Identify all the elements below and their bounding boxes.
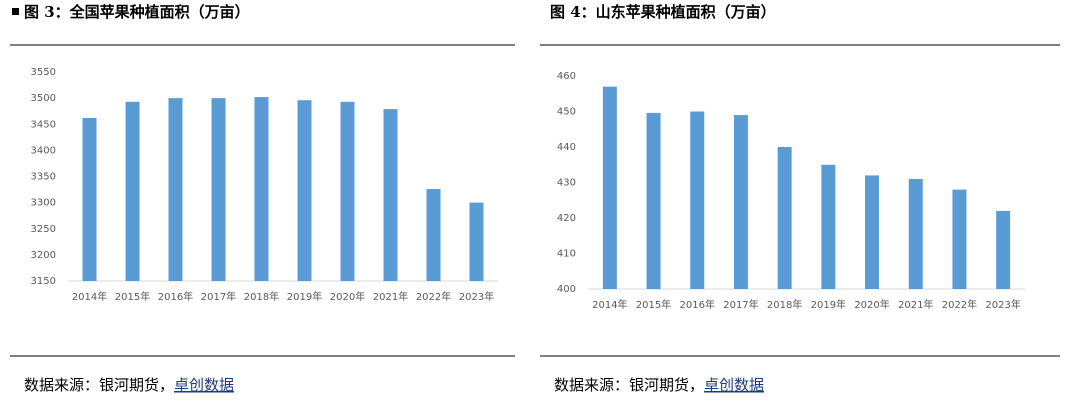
x-tick-label: 2020年 bbox=[854, 298, 889, 311]
x-tick-label: 2014年 bbox=[592, 298, 627, 311]
source-text: 数据来源：银河期货， bbox=[554, 376, 704, 394]
bar bbox=[426, 189, 441, 281]
y-tick-label: 410 bbox=[557, 249, 576, 260]
x-tick-label: 2021年 bbox=[373, 290, 408, 303]
y-tick-label: 3350 bbox=[31, 172, 56, 183]
y-tick-label: 3300 bbox=[31, 198, 56, 209]
bar bbox=[383, 109, 398, 281]
bar bbox=[168, 98, 183, 281]
x-tick-label: 2015年 bbox=[115, 290, 150, 303]
y-tick-label: 420 bbox=[557, 213, 576, 224]
title-marker bbox=[12, 8, 19, 15]
source: 数据来源：银河期货，卓创数据 bbox=[24, 376, 234, 394]
y-tick-label: 3500 bbox=[31, 93, 56, 104]
x-tick-label: 2019年 bbox=[811, 298, 846, 311]
x-tick-label: 2023年 bbox=[459, 290, 494, 303]
y-tick-label: 440 bbox=[557, 142, 576, 153]
x-tick-label: 2016年 bbox=[158, 290, 193, 303]
bar bbox=[908, 178, 923, 289]
y-tick-label: 430 bbox=[557, 178, 576, 189]
bar bbox=[952, 189, 967, 289]
chart-title: 图 4：山东苹果种植面积（万亩） bbox=[550, 3, 776, 21]
x-tick-label: 2016年 bbox=[680, 298, 715, 311]
source-text: 数据来源：银河期货， bbox=[24, 376, 174, 394]
x-tick-label: 2022年 bbox=[416, 290, 451, 303]
bar bbox=[690, 111, 705, 289]
source-link: 卓创数据 bbox=[174, 376, 234, 394]
x-tick-label: 2017年 bbox=[201, 290, 236, 303]
y-tick-label: 3400 bbox=[31, 145, 56, 156]
x-tick-label: 2018年 bbox=[767, 298, 802, 311]
bar bbox=[82, 117, 97, 281]
y-tick-label: 3450 bbox=[31, 119, 56, 130]
bar bbox=[469, 202, 484, 281]
x-tick-label: 2021年 bbox=[898, 298, 933, 311]
y-tick-label: 460 bbox=[557, 71, 576, 82]
bar bbox=[777, 147, 792, 289]
y-tick-label: 400 bbox=[557, 284, 576, 295]
y-tick-label: 3550 bbox=[31, 67, 56, 78]
bar bbox=[865, 175, 880, 289]
bar bbox=[340, 101, 355, 281]
y-tick-label: 3200 bbox=[31, 250, 56, 261]
bar bbox=[733, 115, 748, 289]
x-tick-label: 2017年 bbox=[723, 298, 758, 311]
bar bbox=[254, 97, 269, 281]
bar bbox=[821, 164, 836, 289]
bar bbox=[297, 100, 312, 281]
bar bbox=[602, 86, 617, 290]
x-tick-label: 2023年 bbox=[985, 298, 1020, 311]
bar bbox=[996, 210, 1011, 289]
x-tick-label: 2014年 bbox=[72, 290, 107, 303]
bar bbox=[211, 98, 226, 281]
x-tick-label: 2020年 bbox=[330, 290, 365, 303]
y-tick-label: 3150 bbox=[31, 276, 56, 287]
y-tick-label: 450 bbox=[557, 107, 576, 118]
source-link: 卓创数据 bbox=[704, 376, 764, 394]
x-tick-label: 2015年 bbox=[636, 298, 671, 311]
x-tick-label: 2018年 bbox=[244, 290, 279, 303]
x-tick-label: 2019年 bbox=[287, 290, 322, 303]
source: 数据来源：银河期货，卓创数据 bbox=[554, 376, 764, 394]
bar bbox=[646, 112, 661, 289]
x-tick-label: 2022年 bbox=[942, 298, 977, 311]
bar bbox=[125, 101, 140, 281]
chart-title: 图 3：全国苹果种植面积（万亩） bbox=[24, 3, 250, 21]
y-tick-label: 3250 bbox=[31, 224, 56, 235]
